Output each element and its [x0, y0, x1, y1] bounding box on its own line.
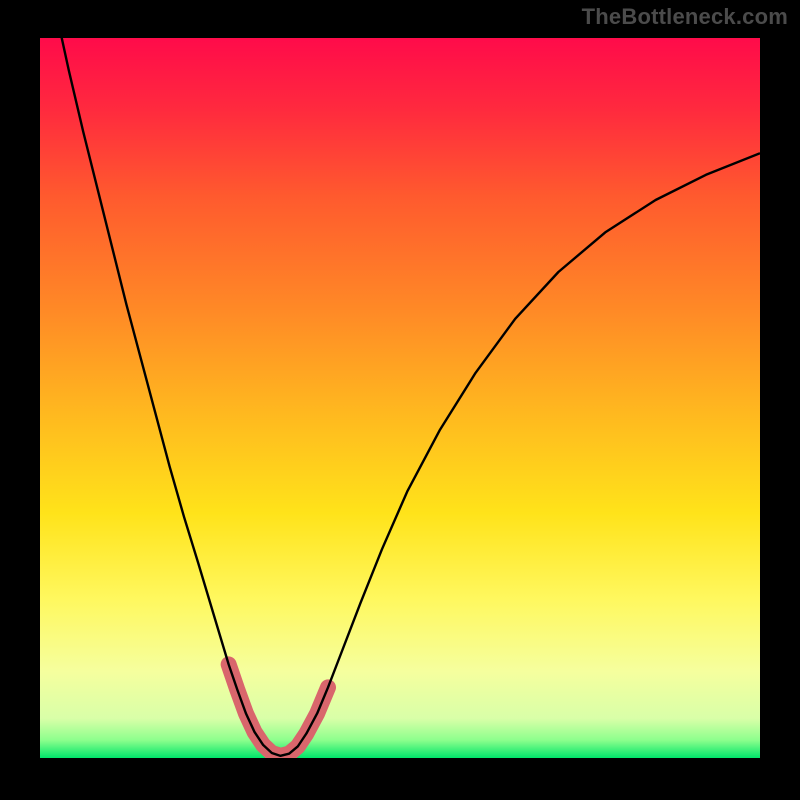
plot-area [40, 38, 760, 758]
bottleneck-curve-main [60, 38, 760, 756]
watermark-text: TheBottleneck.com [582, 4, 788, 30]
curve-layer [40, 38, 760, 758]
chart-frame: TheBottleneck.com [0, 0, 800, 800]
